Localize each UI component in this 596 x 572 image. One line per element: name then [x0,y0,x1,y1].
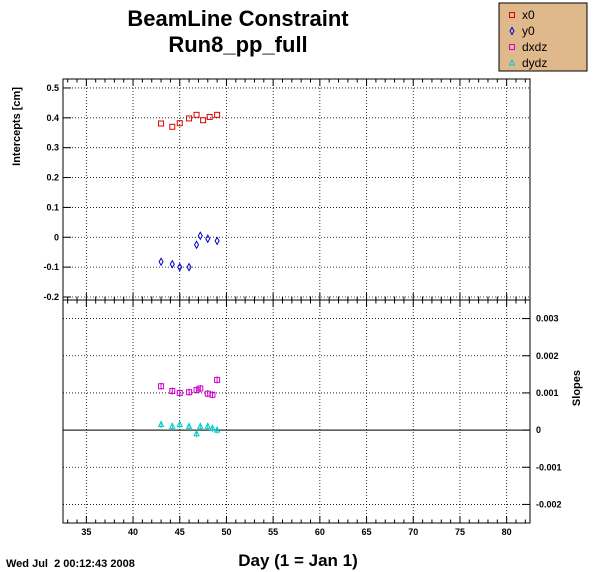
y0-point [169,259,175,269]
legend-x0-marker [509,12,515,18]
legend-y0-marker [509,26,515,36]
x-tick-label: 65 [362,527,372,537]
y-tick-label: -0.2 [43,292,59,302]
x-tick-label: 80 [502,527,512,537]
x0-point [176,120,183,127]
dydz-point [196,422,204,429]
dxdz-point [209,391,216,398]
y-tick-label: 0 [536,425,541,435]
x-tick-label: 45 [175,527,185,537]
x-tick-label: 60 [315,527,325,537]
legend: x0 y0 dxdz dydz [498,2,588,72]
legend-y0-label: y0 [522,24,535,38]
legend-x0-label: x0 [522,8,535,22]
legend-box [498,2,588,72]
dxdz-point [186,389,193,396]
x0-point [193,111,200,118]
y0-point [193,240,200,250]
y0-point [197,231,203,241]
y-tick-label: -0.001 [536,462,562,472]
x-tick-label: 35 [81,527,91,537]
legend-dydz-label: dydz [522,56,547,70]
y-tick-label: 0.002 [536,351,559,361]
x0-point [169,123,176,130]
x0-point [214,111,221,118]
x-tick-label: 40 [128,527,138,537]
y-tick-label: -0.1 [43,262,59,272]
slopes-panel: -0.002 -0.001 0 0.001 0.002 0.003 Slopes 35 40 45… [62,299,583,537]
y0-point [214,236,220,246]
y0-point [205,234,211,244]
x0-point [200,117,207,124]
x-tick-label: 55 [268,527,278,537]
legend-dxdz-marker [509,44,515,50]
x-tick-label: 75 [455,527,465,537]
y-tick-label: -0.002 [536,499,562,509]
y-tick-label: 0.4 [46,113,59,123]
y-tick-label: 0.5 [46,83,59,93]
dydz-point [193,429,200,437]
panel-frame [62,299,531,524]
x0-point [206,113,213,120]
timestamp: Wed Jul 2 00:12:43 2008 [6,558,135,570]
y0-point [158,257,164,267]
dydz-point [168,422,176,429]
dydz-point [157,420,165,428]
intercepts-panel: -0.2 -0.1 0 0.1 0.2 0.3 0.4 0.5 Intercepts [cm] [11,78,531,302]
dxdz-point [158,383,165,390]
y0-point [186,262,192,272]
y-axis-label: Slopes [571,370,583,406]
dydz-point [204,422,212,429]
dxdz-point [176,389,183,396]
dxdz-point [193,386,200,393]
dydz-point [209,424,216,431]
y-tick-label: 0.3 [46,143,59,153]
dydz-point [176,420,184,428]
legend-dydz-marker [508,58,516,66]
legend-dxdz-label: dxdz [522,40,547,54]
y-tick-label: 0 [54,232,59,242]
chart-title-line1: BeamLine Constraint [127,6,349,31]
dydz-point [185,422,193,429]
y-tick-label: 0.2 [46,173,59,183]
chart-title-line2: Run8_pp_full [168,32,307,57]
x-tick-label: 50 [221,527,231,537]
dxdz-point [197,385,204,392]
dydz-point [213,425,221,433]
x-tick-label: 70 [408,527,418,537]
dxdz-point [214,376,221,383]
x0-point [186,115,193,122]
dxdz-point [169,388,176,395]
x0-point [158,120,165,127]
y0-point [177,262,183,272]
x-axis-label: Day (1 = Jan 1) [238,551,358,570]
y-tick-label: 0.001 [536,388,559,398]
y-tick-label: 0.003 [536,314,559,324]
y-axis-label: Intercepts [cm] [11,87,23,166]
y-tick-label: 0.1 [46,202,59,212]
